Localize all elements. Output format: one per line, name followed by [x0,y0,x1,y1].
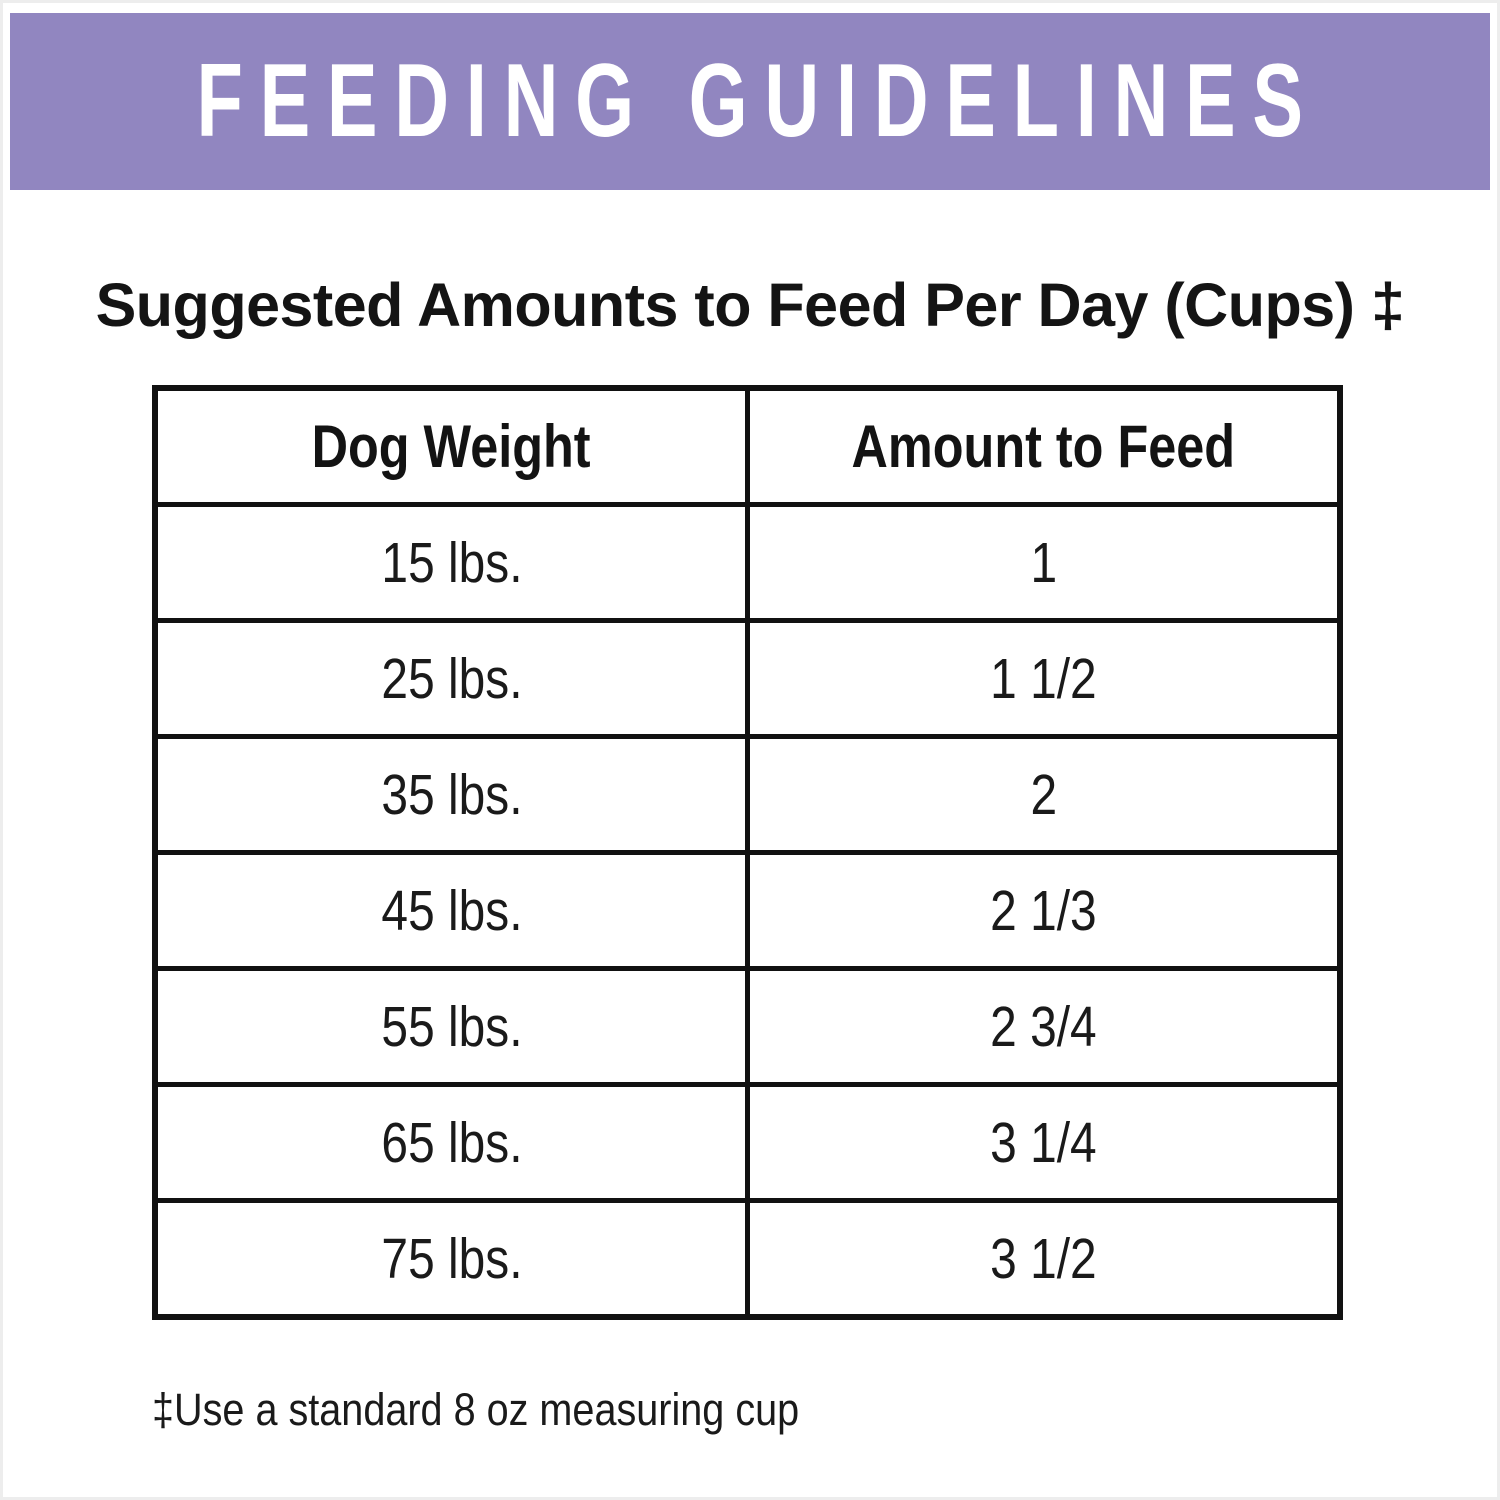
subtitle: Suggested Amounts to Feed Per Day (Cups)… [95,271,1405,339]
cell-amount-to-feed: 2 3/4 [745,966,1343,1087]
table-row: 25 lbs. 1 1/2 [152,618,1343,739]
amount-to-feed-value: 1 1/2 [990,646,1097,711]
dog-weight-value: 45 lbs. [380,878,523,943]
dog-weight-value: 75 lbs. [380,1226,523,1291]
amount-to-feed-value: 2 [1030,762,1057,827]
amount-to-feed-value: 2 3/4 [990,994,1097,1059]
table-row: 55 lbs. 2 3/4 [152,966,1343,1087]
dog-weight-value: 35 lbs. [380,762,523,827]
banner-title: FEEDING GUIDELINES [196,43,1320,159]
cell-dog-weight: 15 lbs. [152,502,750,623]
amount-to-feed-value: 3 1/2 [990,1226,1097,1291]
col-header-amount-to-feed-label: Amount to Feed [851,413,1236,480]
cell-amount-to-feed: 3 1/2 [745,1198,1343,1320]
table-row: 65 lbs. 3 1/4 [152,1082,1343,1203]
cell-amount-to-feed: 3 1/4 [745,1082,1343,1203]
table-header-row: Dog Weight Amount to Feed [152,385,1343,507]
table-row: 35 lbs. 2 [152,734,1343,855]
col-header-dog-weight: Dog Weight [152,385,750,507]
dog-weight-value: 15 lbs. [380,530,523,595]
cell-amount-to-feed: 2 1/3 [745,850,1343,971]
table-row: 15 lbs. 1 [152,502,1343,623]
col-header-dog-weight-label: Dog Weight [311,413,592,480]
footnote-text: ‡Use a standard 8 oz measuring cup [152,1384,800,1435]
dog-weight-value: 65 lbs. [380,1110,523,1175]
cell-dog-weight: 65 lbs. [152,1082,750,1203]
cell-dog-weight: 35 lbs. [152,734,750,855]
dog-weight-value: 25 lbs. [380,646,523,711]
cell-amount-to-feed: 1 1/2 [745,618,1343,739]
cell-dog-weight: 75 lbs. [152,1198,750,1320]
dog-weight-value: 55 lbs. [380,994,523,1059]
amount-to-feed-value: 2 1/3 [990,878,1097,943]
cell-dog-weight: 45 lbs. [152,850,750,971]
col-header-amount-to-feed: Amount to Feed [745,385,1343,507]
feeding-table: Dog Weight Amount to Feed 15 lbs. 1 25 l… [152,385,1343,1320]
footnote: ‡Use a standard 8 oz measuring cup [152,1384,887,1436]
table-row: 75 lbs. 3 1/2 [152,1198,1343,1320]
feeding-guidelines-banner: FEEDING GUIDELINES [10,13,1490,190]
amount-to-feed-value: 1 [1030,530,1057,595]
cell-amount-to-feed: 2 [745,734,1343,855]
cell-dog-weight: 25 lbs. [152,618,750,739]
cell-amount-to-feed: 1 [745,502,1343,623]
amount-to-feed-value: 3 1/4 [990,1110,1097,1175]
table-row: 45 lbs. 2 1/3 [152,850,1343,971]
cell-dog-weight: 55 lbs. [152,966,750,1087]
